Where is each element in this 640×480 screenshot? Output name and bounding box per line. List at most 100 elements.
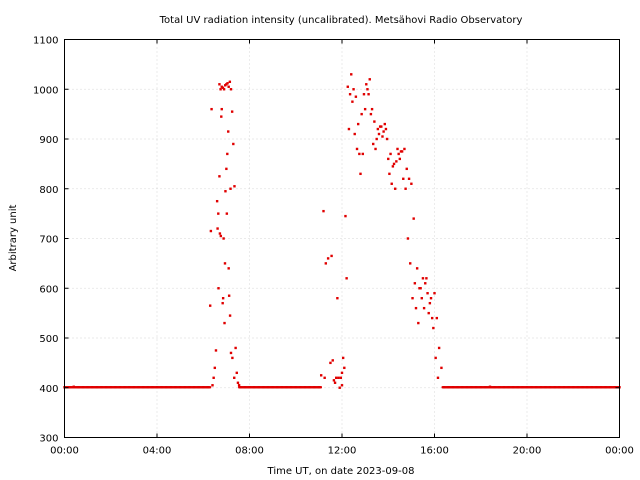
- data-point: [367, 93, 370, 96]
- data-point: [392, 162, 396, 166]
- data-point: [229, 88, 233, 91]
- data-point: [398, 157, 402, 161]
- data-point: [362, 93, 366, 96]
- data-point: [336, 297, 339, 300]
- data-point: [440, 366, 443, 370]
- data-point: [412, 217, 415, 220]
- data-point: [323, 376, 326, 379]
- series-points: [63, 73, 621, 389]
- data-point: [178, 386, 182, 389]
- data-point: [355, 147, 359, 151]
- x-tick-label: 00:00: [50, 446, 79, 457]
- data-point: [430, 316, 434, 320]
- data-point: [361, 152, 365, 156]
- data-point: [294, 386, 297, 389]
- data-point: [72, 385, 75, 388]
- data-point: [218, 83, 221, 86]
- data-point: [404, 187, 407, 190]
- data-point: [377, 132, 381, 136]
- data-point: [609, 386, 612, 389]
- data-point: [271, 386, 274, 389]
- data-point: [418, 287, 421, 290]
- data-point: [396, 147, 399, 151]
- data-point: [229, 351, 233, 355]
- data-point: [333, 381, 337, 384]
- data-point: [209, 229, 213, 233]
- data-point: [585, 386, 589, 389]
- data-point: [544, 386, 547, 389]
- data-point: [332, 379, 336, 382]
- data-point: [421, 277, 425, 280]
- data-point: [465, 386, 469, 389]
- data-point: [350, 73, 353, 76]
- data-point: [535, 386, 538, 389]
- data-point: [202, 386, 205, 389]
- data-point: [243, 386, 247, 389]
- data-point: [422, 306, 426, 310]
- data-point: [498, 386, 501, 389]
- data-point: [502, 386, 506, 389]
- data-point: [470, 386, 473, 389]
- data-point: [590, 386, 593, 389]
- data-point: [346, 85, 349, 88]
- data-point: [262, 386, 265, 389]
- data-point: [236, 381, 240, 384]
- data-point: [365, 83, 368, 86]
- data-point: [413, 282, 417, 285]
- data-point: [424, 282, 427, 285]
- data-point: [289, 386, 293, 389]
- data-point: [219, 88, 222, 91]
- data-point: [218, 232, 222, 235]
- data-point: [252, 386, 256, 389]
- y-tick-label: 800: [39, 185, 58, 196]
- x-tick-label: 16:00: [420, 446, 449, 457]
- data-point: [233, 376, 236, 379]
- data-point: [599, 386, 603, 389]
- data-point: [192, 386, 196, 389]
- data-point: [229, 187, 232, 190]
- data-point: [234, 346, 237, 350]
- data-point: [409, 262, 412, 265]
- data-point: [169, 386, 173, 389]
- data-point: [218, 175, 221, 178]
- data-point: [405, 167, 408, 171]
- data-points: [63, 73, 621, 389]
- data-point: [322, 209, 325, 213]
- data-point: [215, 199, 219, 203]
- data-point: [266, 386, 270, 389]
- data-point: [378, 125, 382, 128]
- y-tick-label: 600: [39, 284, 58, 295]
- data-point: [447, 386, 450, 389]
- data-point: [425, 277, 428, 280]
- data-point: [381, 135, 384, 138]
- data-point: [330, 254, 333, 258]
- data-point: [237, 384, 241, 387]
- axis-ticks: 00:00 04:00 08:00 12:00 16:00 20:00 00:0030040…: [33, 36, 634, 457]
- data-point: [358, 152, 361, 156]
- x-tick-label: 00:00: [605, 446, 634, 457]
- data-point: [227, 294, 231, 297]
- data-point: [390, 182, 393, 185]
- data-point: [604, 386, 607, 389]
- data-point: [239, 386, 242, 389]
- data-point: [227, 85, 230, 88]
- data-point: [183, 386, 186, 389]
- data-point: [128, 386, 131, 389]
- data-point: [345, 277, 348, 280]
- data-point: [227, 130, 230, 133]
- x-tick-label: 12:00: [328, 446, 357, 457]
- data-point: [339, 376, 343, 379]
- data-point: [347, 127, 351, 131]
- data-point: [317, 386, 321, 389]
- data-point: [248, 386, 251, 389]
- data-point: [335, 376, 338, 379]
- data-point: [208, 304, 212, 307]
- data-point: [352, 88, 355, 91]
- data-point: [221, 86, 225, 89]
- data-point: [530, 386, 533, 389]
- data-point: [511, 386, 515, 389]
- data-point: [232, 142, 235, 146]
- data-point: [572, 386, 575, 389]
- data-point: [420, 297, 423, 300]
